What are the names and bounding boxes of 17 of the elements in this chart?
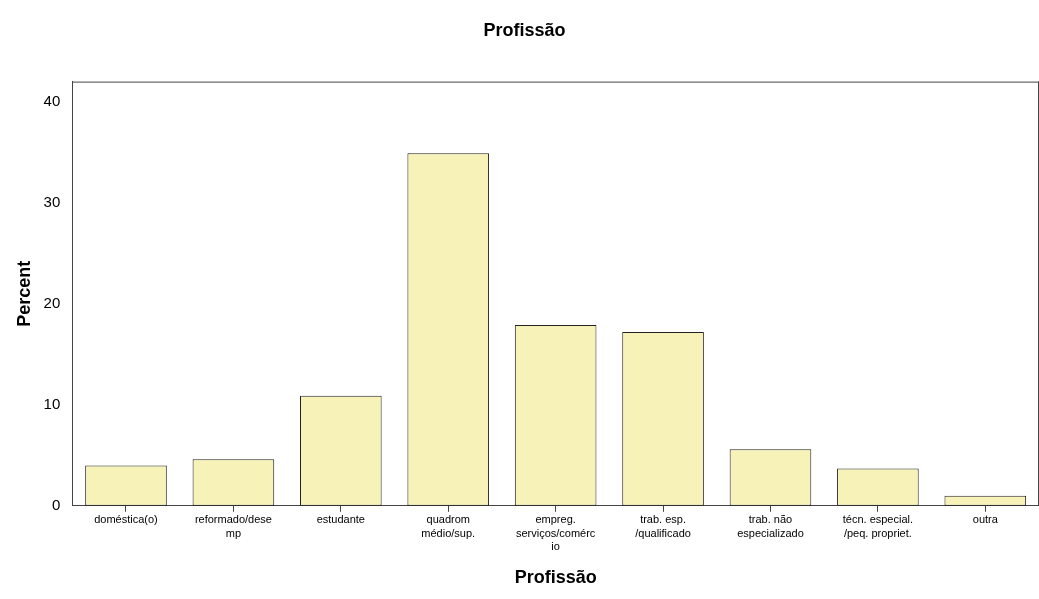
x-tick-label: quadrom médio/sup. (421, 513, 476, 539)
chart-title: Profissão (483, 19, 566, 40)
x-tick-label: reformado/desemp (194, 513, 272, 539)
x-tick-label: técn. especial. /peq. propriet. (842, 513, 914, 539)
x-tick-label: trab. esp. /qualificado (635, 513, 691, 539)
y-tick-label: 10 (43, 394, 61, 412)
y-tick-label: 40 (43, 91, 61, 109)
x-axis-title: Profissão (514, 567, 597, 588)
x-tick-label: doméstica(o) (94, 513, 158, 526)
y-tick-label: 20 (43, 293, 61, 311)
y-tick-label: 30 (43, 192, 61, 210)
x-tick-label: trab. não especializado (737, 513, 804, 539)
y-axis-title: Percent (13, 260, 34, 327)
y-tick-label: 0 (51, 495, 61, 513)
x-tick-label: outra (972, 513, 999, 526)
x-tick-label: estudante (316, 513, 365, 526)
x-tick-label: empreg. serviços/comércio (515, 513, 596, 552)
